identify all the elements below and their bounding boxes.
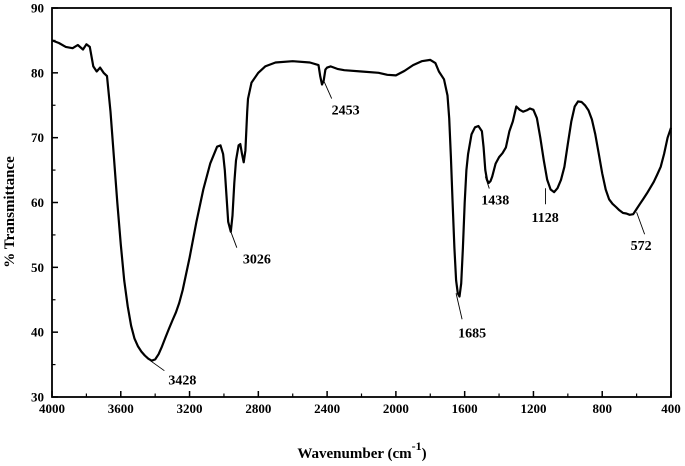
peak-leader-line: [323, 80, 333, 99]
peak-annotations: 3428 3026 2453 1685 1438 1128 572: [150, 80, 652, 389]
peak-label-3026: 3026: [243, 253, 271, 268]
x-axis-title-main: Wavenumber (cm: [297, 446, 412, 462]
peak-leader-line: [636, 212, 646, 235]
peak-label-2453: 2453: [332, 104, 360, 119]
peak-label-572: 572: [631, 239, 652, 254]
peak-label-1685: 1685: [458, 326, 486, 341]
x-tick-label: 2800: [245, 401, 271, 416]
spectrum-line: [51, 39, 673, 362]
peak-leader-line: [230, 231, 238, 248]
x-tick-label: 1200: [520, 401, 546, 416]
x-tick-label: 1600: [452, 401, 478, 416]
peak-leader-line: [484, 176, 490, 189]
x-tick-label: 4000: [39, 401, 65, 416]
y-tick-label: 70: [31, 130, 44, 145]
peak-leader-line: [455, 293, 463, 320]
x-axis-title-close: ): [422, 446, 427, 462]
axis-ticks: [51, 7, 672, 398]
tick-labels: 4000 3600 3200 2800 2400 2000 1600 1200 800 400 30…: [31, 1, 681, 417]
y-tick-label: 50: [31, 260, 44, 275]
y-axis-title: % Transmittance: [2, 156, 18, 268]
peak-label-1438: 1438: [481, 194, 509, 209]
x-tick-label: 800: [592, 401, 612, 416]
peak-label-3428: 3428: [168, 374, 196, 389]
y-tick-label: 60: [31, 195, 44, 210]
peak-leader-line: [150, 360, 165, 372]
x-tick-label: 400: [661, 401, 681, 416]
x-tick-label: 2400: [314, 401, 340, 416]
peak-label-1128: 1128: [531, 211, 558, 226]
y-tick-label: 40: [31, 325, 44, 340]
plot-frame: [51, 7, 672, 398]
x-tick-label: 2000: [383, 401, 409, 416]
y-tick-label: 80: [31, 65, 44, 80]
x-tick-label: 3600: [108, 401, 134, 416]
y-tick-label: 90: [31, 1, 44, 16]
x-axis-title-superscript: -1: [412, 439, 422, 453]
y-tick-label: 30: [31, 390, 44, 405]
x-tick-label: 3200: [177, 401, 203, 416]
x-axis-title: Wavenumber (cm-1): [297, 439, 426, 462]
